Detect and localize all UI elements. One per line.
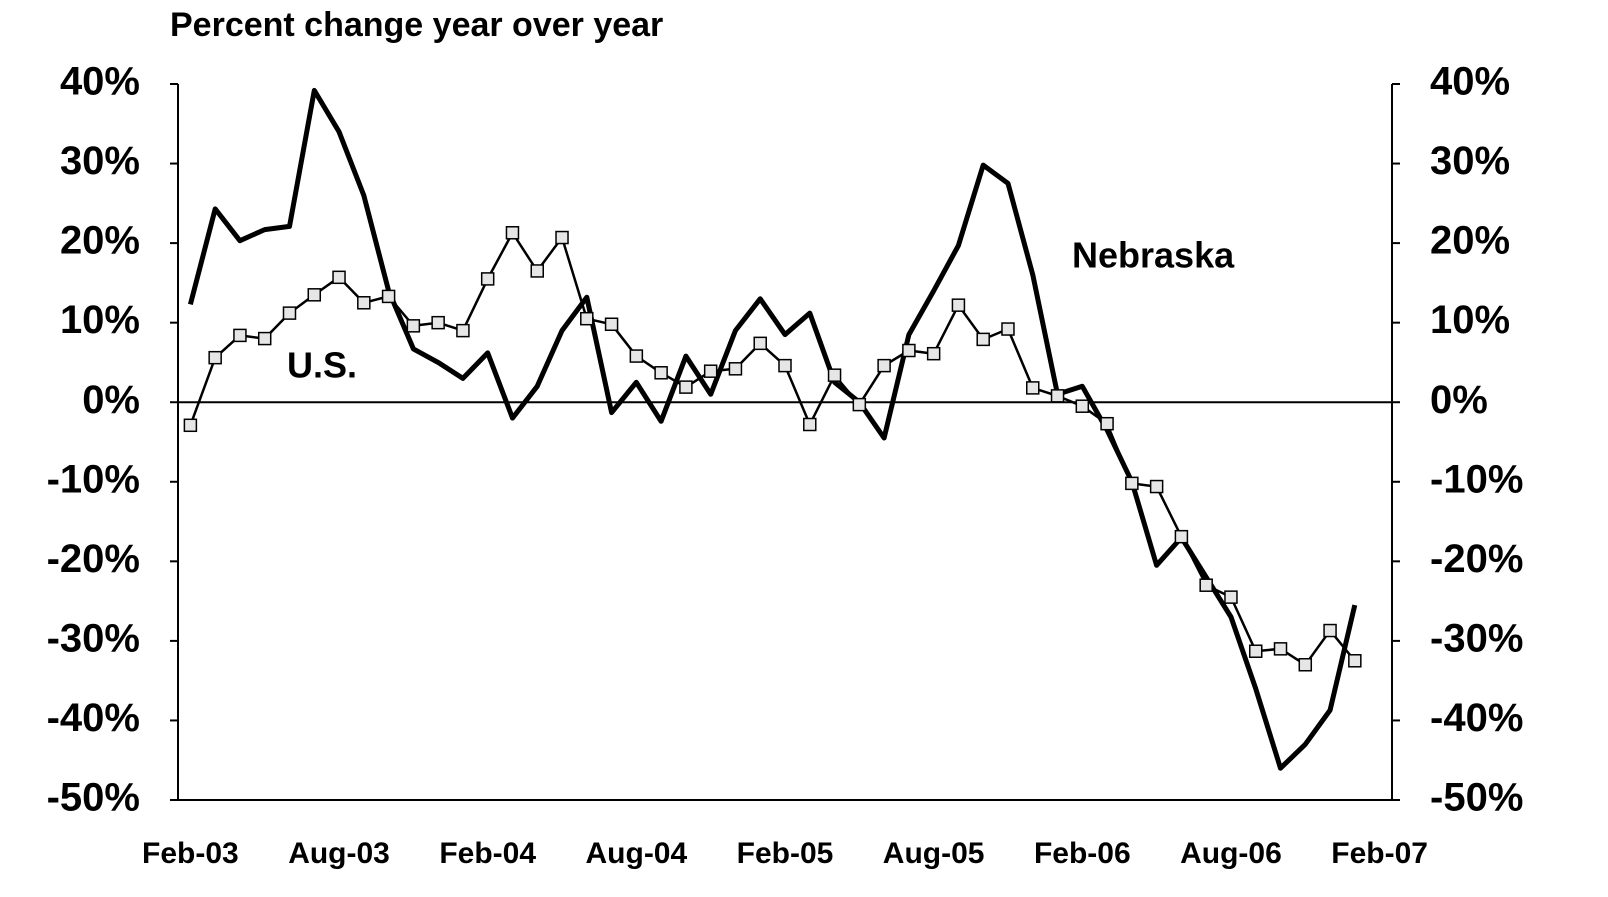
x-tick-label: Aug-05 [883,837,985,870]
marker [604,317,619,332]
y-tick-label: -30% [47,616,140,660]
y2-tick-label: 10% [1430,298,1510,342]
marker [877,358,891,373]
y2-tick-label: 0% [1430,378,1488,422]
y-tick-label: 30% [60,139,140,183]
y-tick-label: -20% [47,537,140,581]
marker [852,397,867,412]
marker [1298,658,1313,672]
marker [406,319,421,333]
x-tick-label: Feb-05 [737,837,834,870]
marker [1348,654,1362,668]
y-tick-label: 40% [60,60,140,104]
marker [1199,578,1213,592]
y2-tick-label: -50% [1430,776,1523,820]
marker [803,417,817,432]
marker [282,306,297,320]
y2-tick-label: -30% [1430,616,1523,660]
marker [456,323,470,338]
marker [679,380,693,394]
y2-tick-label: -20% [1430,537,1523,581]
marker [480,272,495,286]
marker [1149,479,1164,494]
y-tick-label: -50% [47,776,140,820]
marker [307,288,322,302]
marker [580,311,594,326]
marker [183,418,198,433]
marker [1026,381,1040,395]
marker [1050,389,1065,403]
x-tick-label: Feb-06 [1034,837,1131,870]
marker [208,350,222,365]
series-label: Nebraska [1072,235,1235,276]
marker [654,366,668,380]
marker [1224,590,1238,604]
marker [926,346,941,361]
series-label: U.S. [287,345,357,386]
y-tick-label: 0% [82,378,140,422]
marker [629,349,644,363]
y2-tick-label: -40% [1430,696,1523,740]
marker [357,296,371,310]
marker [1100,416,1114,431]
y2-tick-label: 20% [1430,219,1510,263]
marker [431,315,445,330]
y-tick-label: 20% [60,219,140,263]
y2-tick-label: -10% [1430,457,1523,501]
marker [332,270,346,285]
x-tick-label: Feb-03 [142,837,239,870]
marker [233,328,247,343]
marker [1323,623,1337,638]
marker [778,358,792,373]
marker [505,226,520,240]
y-tick-label: 10% [60,298,140,342]
marker [951,298,966,312]
marker [1174,529,1189,544]
marker [381,289,396,304]
marker [976,332,990,347]
x-tick-label: Aug-04 [586,837,688,870]
marker [1248,644,1263,658]
y2-tick-label: 30% [1430,139,1510,183]
marker [257,331,272,346]
marker [902,343,916,358]
marker [1273,642,1288,656]
series-line [187,87,1358,771]
y2-tick-label: 40% [1430,60,1510,104]
marker [827,368,842,382]
marker [753,336,767,351]
marker [728,362,743,376]
y-tick-label: -40% [47,696,140,740]
marker [530,264,544,278]
x-tick-label: Aug-06 [1180,837,1282,870]
marker [555,230,569,245]
x-tick-label: Feb-04 [439,837,536,870]
marker [703,364,718,378]
x-tick-label: Aug-03 [288,837,390,870]
x-tick-label: Feb-07 [1331,837,1428,870]
marker [1075,399,1090,413]
marker [1001,322,1015,336]
chart-title: Percent change year over year [170,6,663,44]
marker [1125,476,1139,491]
y-tick-label: -10% [47,457,140,501]
